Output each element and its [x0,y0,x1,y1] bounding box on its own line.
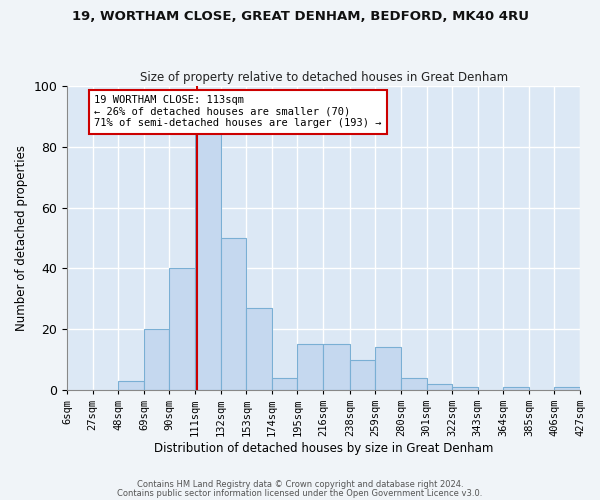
Bar [298,344,323,390]
Bar [169,268,195,390]
Bar [554,387,580,390]
Bar [452,387,478,390]
Bar [246,308,272,390]
Bar [401,378,427,390]
Bar [272,378,298,390]
Bar [195,132,221,390]
Bar [427,384,452,390]
Bar [323,344,350,390]
Title: Size of property relative to detached houses in Great Denham: Size of property relative to detached ho… [140,70,508,84]
Bar [144,329,169,390]
Text: Contains public sector information licensed under the Open Government Licence v3: Contains public sector information licen… [118,490,482,498]
Bar [376,348,401,390]
Text: 19, WORTHAM CLOSE, GREAT DENHAM, BEDFORD, MK40 4RU: 19, WORTHAM CLOSE, GREAT DENHAM, BEDFORD… [71,10,529,23]
X-axis label: Distribution of detached houses by size in Great Denham: Distribution of detached houses by size … [154,442,493,455]
Bar [118,381,144,390]
Y-axis label: Number of detached properties: Number of detached properties [15,145,28,331]
Bar [221,238,246,390]
Bar [503,387,529,390]
Bar [350,360,376,390]
Text: 19 WORTHAM CLOSE: 113sqm
← 26% of detached houses are smaller (70)
71% of semi-d: 19 WORTHAM CLOSE: 113sqm ← 26% of detach… [94,95,382,128]
Text: Contains HM Land Registry data © Crown copyright and database right 2024.: Contains HM Land Registry data © Crown c… [137,480,463,489]
